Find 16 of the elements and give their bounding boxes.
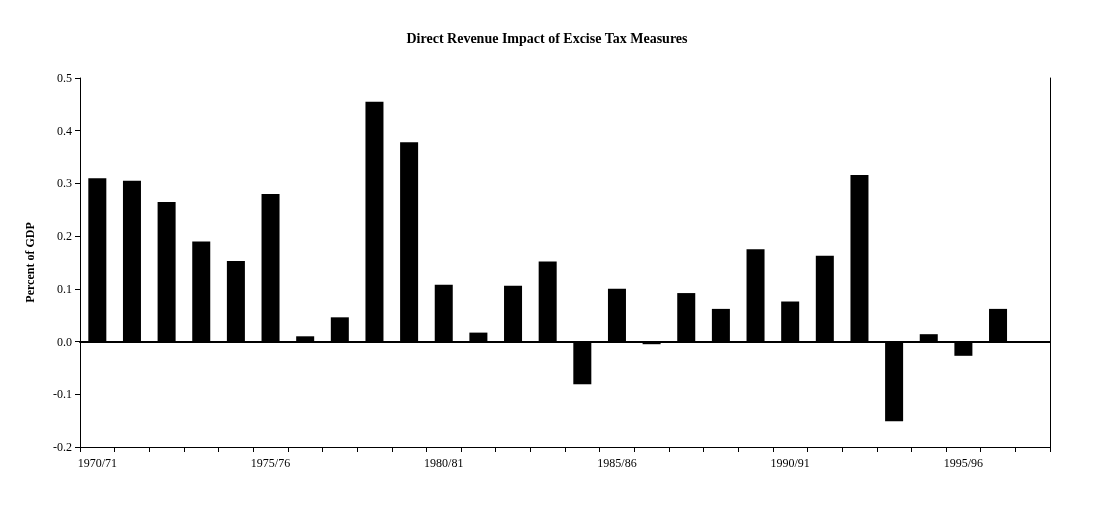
x-tick-label: 1990/91 [770, 456, 810, 470]
y-tick-label: 0.0 [57, 334, 72, 349]
y-tick-label: 0.4 [57, 123, 72, 138]
y-tick-label: 0.5 [57, 71, 72, 85]
y-tick-label: -0.2 [53, 440, 72, 454]
x-tick-label: 1970/71 [77, 456, 117, 470]
chart-title: Direct Revenue Impact of Excise Tax Measures [406, 30, 689, 46]
y-tick-label: -0.1 [53, 387, 72, 402]
y-tick-label: 0.1 [57, 281, 72, 296]
x-tick-label: 1985/86 [597, 456, 637, 470]
x-tick-label: 1980/81 [424, 456, 464, 470]
y-tick-label: 0.3 [57, 176, 72, 191]
x-tick-label: 1995/96 [943, 456, 984, 470]
y-axis-title: Percent of GDP [23, 222, 37, 303]
x-tick-label: 1975/76 [250, 456, 291, 470]
y-tick-label: 0.2 [57, 229, 72, 244]
